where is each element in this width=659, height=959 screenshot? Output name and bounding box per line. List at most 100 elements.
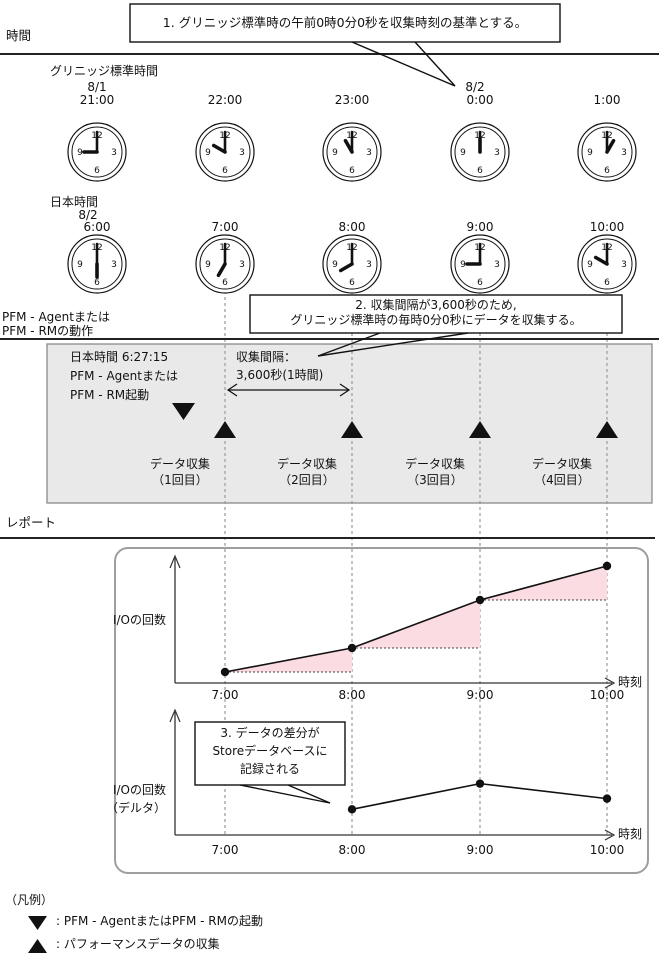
chart1-tick-label-0: 7:00 [211, 688, 239, 702]
collection-marker-4 [596, 421, 618, 438]
jst-clock-4-numeral-6: 6 [604, 278, 610, 288]
note1-text: 1. グリニッジ標準時の午前0時0分0秒を収集時刻の基準とする。 [162, 15, 528, 30]
jst-time-label-3: 9:00 [466, 220, 494, 234]
jst-clock-0-numeral-6: 6 [94, 278, 100, 288]
legend-down-triangle [28, 916, 47, 930]
interval-label-line2: 3,600秒(1時間) [236, 368, 324, 382]
gmt-time-label-4: 1:00 [593, 93, 621, 107]
note2-box [249, 294, 623, 334]
gmt-date-second: 8/2 [465, 80, 485, 94]
gmt-clock-1-hour-hand [211, 143, 227, 154]
gmt-clock-2-numeral-6: 6 [349, 166, 355, 176]
interval-label-line1: 収集間隔： [236, 350, 297, 364]
gmt-clock-3-numeral-9: 9 [460, 148, 466, 158]
chart2-data-point-0 [347, 805, 357, 814]
gmt-row-label: グリニッジ標準時間 [50, 64, 159, 78]
gmt-clock-4-numeral-9: 9 [587, 148, 593, 158]
gmt-clock-4-hour-hand [605, 138, 616, 154]
collection-label-1-line2: （1回目） [152, 473, 208, 487]
note3-callout-left [239, 784, 331, 804]
gmt-clock-4-numeral-3: 3 [621, 148, 627, 158]
agent-start-line2: PFM - Agentまたは [70, 369, 178, 383]
chart1-x-axis-label: 時刻 [618, 675, 643, 689]
gmt-clock-1-numeral-3: 3 [239, 148, 245, 158]
gmt-clock-2-hour-hand [343, 138, 354, 154]
legend-up-triangle [28, 939, 47, 953]
chart1-tick-label-2: 9:00 [466, 688, 494, 702]
collection-label-1-line1: データ収集 [149, 457, 210, 471]
report-section-label: レポート [6, 515, 57, 530]
note1-callout-left [351, 41, 456, 87]
gmt-clock-1-numeral-6: 6 [222, 166, 228, 176]
pfm-section-label-line2: PFM - RMの動作 [2, 324, 94, 338]
collection-label-3-line2: （3回目） [407, 473, 463, 487]
note3-line3: 記録される [239, 762, 300, 776]
jst-clock-2-numeral-3: 3 [366, 260, 372, 270]
gmt-clock-1-numeral-9: 9 [205, 148, 211, 158]
chart2-data-point-1 [475, 779, 485, 788]
note2-line1: 2. 収集間隔が3,600秒のため, [355, 298, 517, 312]
collection-label-2-line1: データ収集 [276, 457, 337, 471]
chart2-x-axis-label: 時刻 [618, 827, 643, 841]
note2-callout-right [317, 332, 469, 357]
collection-label-4-line1: データ収集 [531, 457, 592, 471]
legend-item-label-1: : パフォーマンスデータの収集 [56, 937, 220, 951]
gmt-clock-0-numeral-3: 3 [111, 148, 117, 158]
note1-box [129, 3, 561, 43]
jst-time-label-1: 7:00 [211, 220, 239, 234]
gmt-clock-4-numeral-6: 6 [604, 166, 610, 176]
time-section-label: 時間 [6, 28, 32, 43]
jst-time-label-4: 10:00 [589, 220, 625, 234]
chart2-x-axis-arrow [604, 829, 616, 841]
note2-callout-left [317, 332, 381, 357]
collection-label-2-line2: （2回目） [279, 473, 335, 487]
gmt-date-first: 8/1 [87, 80, 107, 94]
jst-clock-3-numeral-6: 6 [477, 278, 483, 288]
note2-line2: グリニッジ標準時の毎時0分0秒にデータを収集する。 [290, 313, 582, 327]
report-panel [114, 547, 649, 874]
gmt-time-label-1: 22:00 [207, 93, 243, 107]
collection-label-4-line2: （4回目） [534, 473, 590, 487]
jst-clock-4-hour-hand [593, 255, 609, 266]
chart2-tick-label-0: 7:00 [211, 843, 239, 857]
agent-start-line3: PFM - RM起動 [70, 388, 150, 402]
agent-start-marker [172, 403, 195, 420]
note3-box [194, 721, 346, 786]
jst-clock-4-numeral-3: 3 [621, 260, 627, 270]
agent-start-line1: 日本時間 6:27:15 [70, 350, 169, 364]
gmt-clock-0-numeral-6: 6 [94, 166, 100, 176]
chart1-data-point-2 [475, 595, 485, 605]
chart2-y-axis-label-1: （デルタ） [105, 801, 166, 815]
chart1-tick-label-3: 10:00 [589, 688, 625, 702]
jst-clock-4-numeral-9: 9 [587, 260, 593, 270]
chart1-data-line [224, 565, 608, 673]
jst-clock-1-numeral-9: 9 [205, 260, 211, 270]
jst-clock-0-numeral-3: 3 [111, 260, 117, 270]
gmt-time-label-3: 0:00 [466, 93, 494, 107]
jst-clock-2-numeral-9: 9 [332, 260, 338, 270]
jst-clock-3-numeral-3: 3 [494, 260, 500, 270]
jst-date: 8/2 [78, 208, 98, 222]
chart1-x-axis-arrow [604, 677, 616, 689]
chart2-tick-label-1: 8:00 [338, 843, 366, 857]
gmt-time-label-2: 23:00 [334, 93, 370, 107]
legend-title: （凡例） [5, 893, 54, 907]
pfm-section-label-line1: PFM - Agentまたは [2, 310, 110, 324]
legend-item-label-0: : PFM - AgentまたはPFM - RMの起動 [56, 914, 263, 928]
jst-time-label-2: 8:00 [338, 220, 366, 234]
note1-callout-right [414, 41, 456, 87]
gmt-clock-3-numeral-3: 3 [494, 148, 500, 158]
note3-line2: Storeデータベースに [212, 744, 328, 758]
jst-time-label-0: 6:00 [83, 220, 111, 234]
chart1-data-point-0 [220, 667, 230, 677]
gmt-clock-0-numeral-9: 9 [77, 148, 83, 158]
chart2-data-point-2 [602, 794, 612, 803]
chart2-tick-label-2: 9:00 [466, 843, 494, 857]
collection-marker-2 [341, 421, 363, 438]
note3-callout-right [287, 784, 331, 804]
chart1-y-axis-label-0: I/Oの回数 [112, 613, 166, 627]
chart2-y-axis-label-0: I/Oの回数 [112, 783, 166, 797]
gmt-clock-2-numeral-3: 3 [366, 148, 372, 158]
